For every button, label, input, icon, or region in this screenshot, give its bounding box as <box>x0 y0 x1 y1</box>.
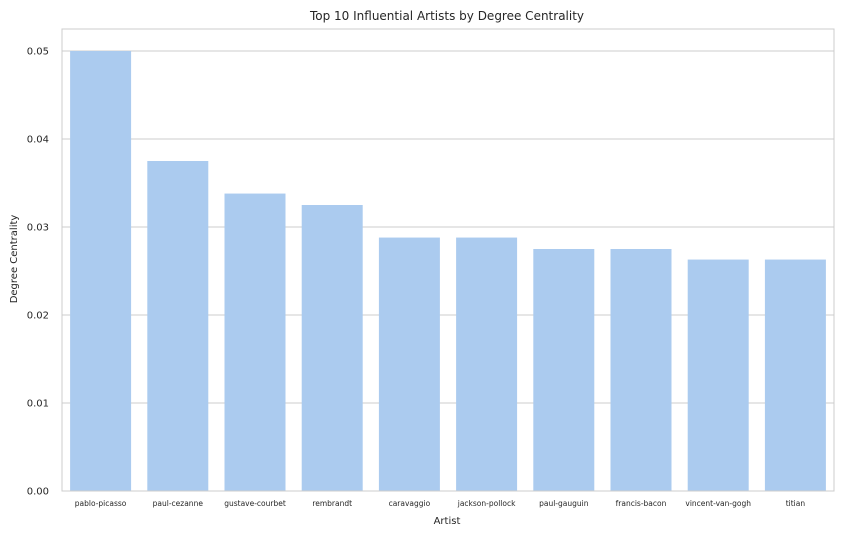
y-tick-label: 0.01 <box>27 399 49 410</box>
bar-titian <box>764 259 826 491</box>
plot-frame <box>61 28 835 492</box>
y-tick-label: 0.05 <box>27 47 49 58</box>
bar-pablo-picasso <box>70 51 132 491</box>
x-tick-label: caravaggio <box>389 499 431 508</box>
x-tick-label: paul-gauguin <box>539 499 589 508</box>
bars <box>70 51 826 491</box>
y-axis-label: Degree Centrality <box>9 215 20 304</box>
bar-gustave-courbet <box>224 193 286 491</box>
chart-title: Top 10 Influential Artists by Degree Cen… <box>309 9 584 23</box>
y-tick-label: 0.04 <box>27 135 49 146</box>
bar-vincent-van-gogh <box>687 259 749 491</box>
bar-paul-cezanne <box>147 161 209 491</box>
y-tick-label: 0.00 <box>27 487 49 498</box>
x-tick-label: francis-bacon <box>616 499 667 508</box>
y-axis-ticks: 0.00 0.01 0.02 0.03 0.04 0.05 <box>27 47 49 498</box>
bar-caravaggio <box>378 237 440 491</box>
x-tick-label: rembrandt <box>312 499 352 508</box>
x-axis-ticks: pablo-picasso paul-cezanne gustave-courbet… <box>75 499 806 508</box>
bar-jackson-pollock <box>456 237 518 491</box>
bar-francis-bacon <box>610 249 672 491</box>
bar-rembrandt <box>301 205 363 491</box>
y-tick-label: 0.02 <box>27 311 49 322</box>
x-tick-label: vincent-van-gogh <box>685 499 751 508</box>
x-tick-label: jackson-pollock <box>457 499 516 508</box>
x-tick-label: pablo-picasso <box>75 499 127 508</box>
x-tick-label: paul-cezanne <box>153 499 204 508</box>
bar-paul-gauguin <box>533 249 595 491</box>
y-tick-label: 0.03 <box>27 223 49 234</box>
x-tick-label: titian <box>786 499 806 508</box>
x-axis-label: Artist <box>434 516 461 527</box>
x-tick-label: gustave-courbet <box>224 499 286 508</box>
